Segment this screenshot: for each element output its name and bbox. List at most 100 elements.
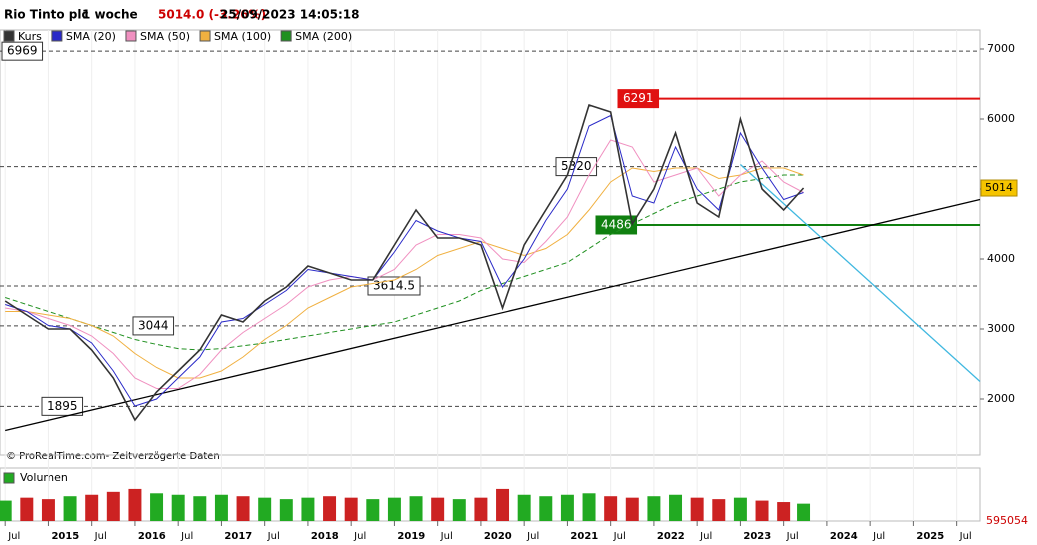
- x-tick-label: Jul: [526, 531, 539, 542]
- x-tick-label: Jul: [872, 531, 885, 542]
- x-tick-label: 2017: [224, 531, 252, 542]
- volume-bar: [150, 493, 164, 521]
- level-label: 6291: [623, 91, 654, 105]
- legend-label: Kurs: [18, 30, 42, 43]
- volume-bar: [20, 497, 34, 521]
- legend-swatch: [3, 30, 15, 42]
- volume-bar: [366, 499, 380, 521]
- x-tick-label: 2024: [830, 531, 858, 542]
- level-label: 4486: [601, 217, 632, 231]
- legend-label: SMA (200): [295, 30, 352, 43]
- period: 1 woche: [82, 8, 138, 22]
- volume-bar: [560, 494, 574, 521]
- y-tick-label: 4000: [987, 252, 1015, 265]
- volume-bar: [344, 497, 358, 521]
- x-tick-label: 2025: [916, 531, 944, 542]
- volume-title: Volumen: [20, 471, 68, 484]
- x-tick-label: Jul: [7, 531, 20, 542]
- series-line: [5, 174, 804, 351]
- series-line: [5, 139, 804, 389]
- volume-bar: [474, 497, 488, 521]
- volume-bar: [431, 497, 445, 521]
- last-price-label: 5014: [985, 181, 1013, 194]
- volume-bar: [323, 496, 337, 521]
- x-tick-label: Jul: [613, 531, 626, 542]
- x-tick-label: 2018: [311, 531, 339, 542]
- plot-frame: [0, 29, 981, 456]
- volume-bar: [0, 500, 12, 521]
- credit: © ProRealTime.com- Zeitverzögerte Daten: [6, 451, 220, 462]
- level-label: 6969: [7, 44, 38, 58]
- timestamp: 25/09/2023 14:05:18: [220, 8, 359, 22]
- volume-bar: [279, 499, 293, 521]
- level-label: 5320: [561, 159, 592, 173]
- x-tick-label: 2022: [657, 531, 685, 542]
- x-tick-label: Jul: [267, 531, 280, 542]
- series-line: [5, 114, 804, 407]
- volume-bar: [63, 496, 77, 521]
- x-tick-label: Jul: [180, 531, 193, 542]
- volume-bar: [582, 493, 596, 521]
- level-box: [367, 276, 421, 296]
- x-tick-label: 2016: [138, 531, 166, 542]
- level-label: 1895: [47, 399, 78, 413]
- volume-bar: [733, 497, 747, 521]
- volume-bar: [236, 496, 250, 521]
- x-tick-label: 2020: [484, 531, 512, 542]
- volume-bar: [797, 503, 811, 521]
- volume-bar: [755, 500, 769, 521]
- level-box: [41, 396, 84, 416]
- x-tick-label: Jul: [353, 531, 366, 542]
- series-line: [5, 167, 804, 379]
- x-tick-label: Jul: [699, 531, 712, 542]
- volume-bar: [128, 488, 142, 521]
- legend-label: SMA (50): [140, 30, 190, 43]
- level-label: 3044: [138, 318, 169, 332]
- legend-label: SMA (20): [66, 30, 116, 43]
- volume-bar: [85, 494, 99, 521]
- volume-bar: [539, 496, 553, 521]
- series-line: [4, 103, 805, 422]
- volume-bar: [214, 494, 228, 521]
- volume-bar: [409, 496, 423, 521]
- y-tick-label: 7000: [987, 42, 1015, 55]
- level-box: [617, 89, 660, 109]
- volume-frame: [0, 467, 981, 522]
- volume-bar: [690, 497, 704, 521]
- y-tick-label: 3000: [987, 322, 1015, 335]
- x-tick-label: 2015: [51, 531, 79, 542]
- volume-bar: [647, 496, 661, 521]
- legend-swatch: [280, 30, 292, 42]
- volume-bar: [387, 497, 401, 521]
- volume-last-label: 595054: [986, 514, 1028, 527]
- volume-bar: [41, 499, 55, 521]
- last-change: 5014.0 (-3.26%): [158, 8, 266, 22]
- legend-swatch: [199, 30, 211, 42]
- volume-bar: [496, 488, 510, 521]
- legend-label: SMA (100): [214, 30, 271, 43]
- y-tick-label: 2000: [987, 392, 1015, 405]
- x-tick-label: 2019: [397, 531, 425, 542]
- level-box: [132, 316, 175, 336]
- legend-swatch: [51, 30, 63, 42]
- volume-bar: [669, 494, 683, 521]
- volume-bar: [625, 497, 639, 521]
- volume-bar: [171, 494, 185, 521]
- x-tick-label: Jul: [786, 531, 799, 542]
- x-tick-label: 2021: [570, 531, 598, 542]
- title: Rio Tinto plc: [4, 8, 89, 22]
- volume-bar: [106, 491, 120, 521]
- y-tick-label: 6000: [987, 112, 1015, 125]
- volume-bar: [301, 497, 315, 521]
- volume-bar: [452, 499, 466, 521]
- level-label: 3614.5: [373, 278, 415, 292]
- trendline: [739, 164, 981, 382]
- volume-bar: [517, 494, 531, 521]
- trendline: [5, 198, 981, 432]
- level-box: [1, 41, 44, 61]
- volume-bar: [258, 497, 272, 521]
- x-tick-label: 2023: [743, 531, 771, 542]
- level-box: [555, 157, 598, 177]
